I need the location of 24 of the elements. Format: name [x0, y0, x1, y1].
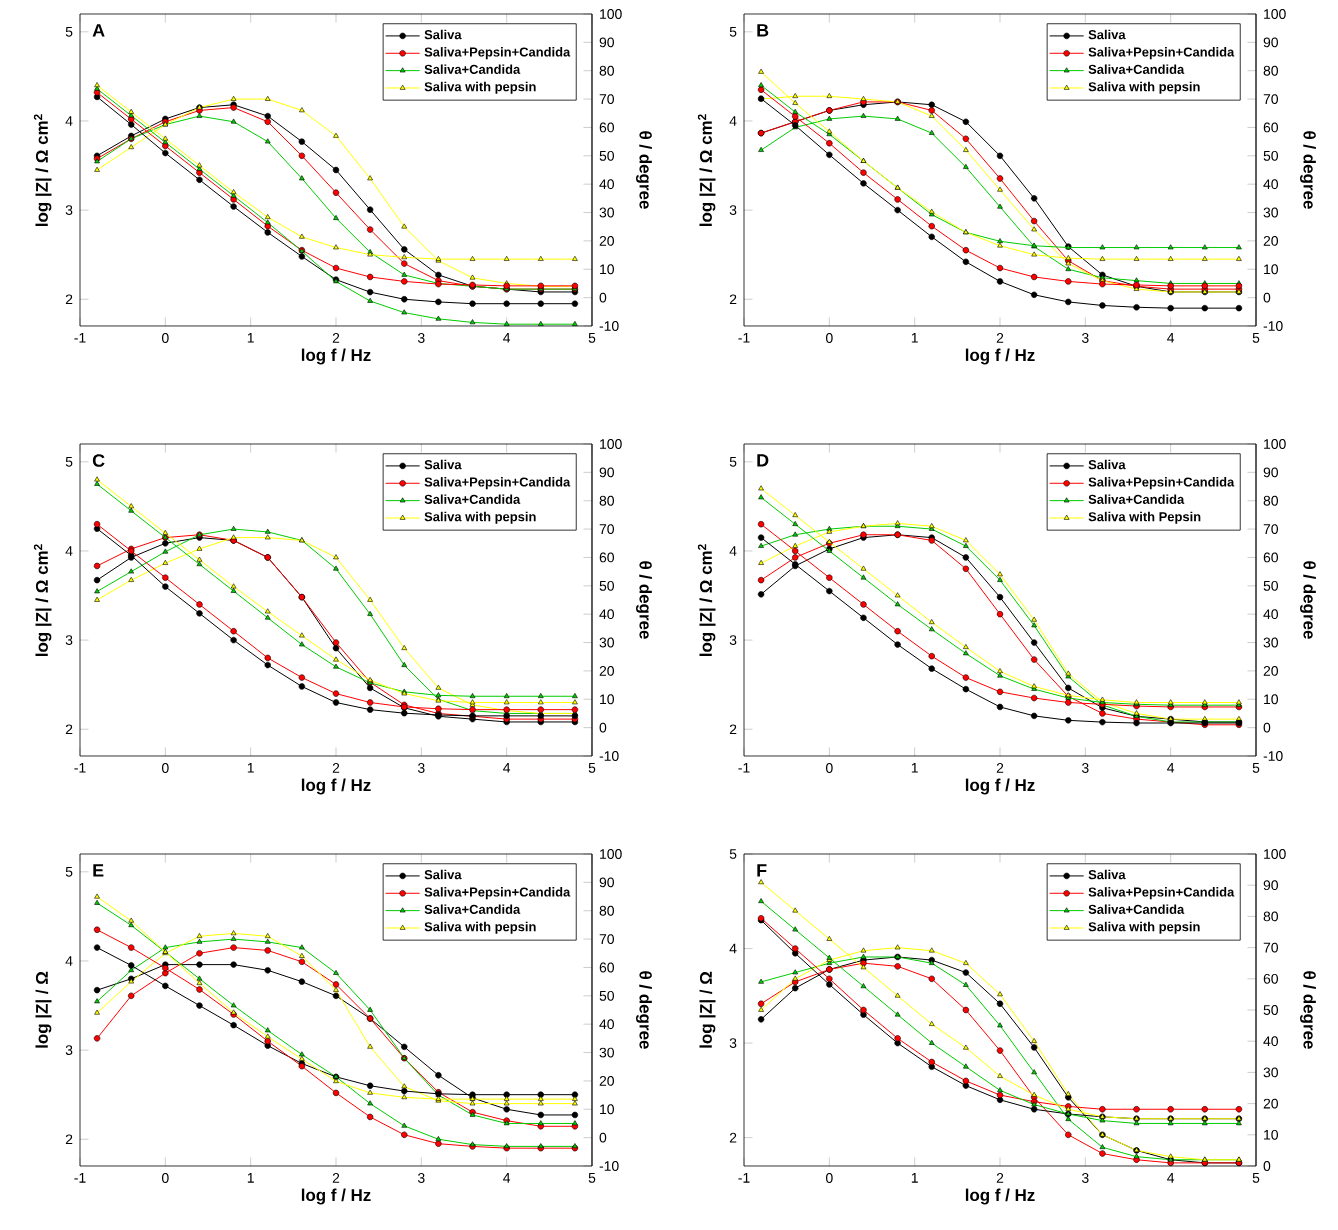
x-axis-title: log f / Hz	[301, 348, 371, 365]
y-axis-title: log |Z| / Ω	[35, 971, 52, 1048]
chart-title: A	[92, 24, 105, 37]
y-axis-title: log |Z| / Ω	[699, 971, 716, 1048]
chart-title: E	[93, 864, 104, 877]
y2-axis-title: θ / degree	[635, 131, 652, 209]
y-axis-title: log |Z| / Ω cm$^{2}$	[33, 114, 52, 226]
x-axis-title: log f / Hz	[965, 778, 1035, 795]
y-axis-title: log |Z| / Ω cm$^{2}$	[697, 114, 716, 226]
x-axis-title: log f / Hz	[965, 1188, 1035, 1205]
y-axis-title: log |Z| / Ω cm$^{2}$	[697, 544, 716, 656]
y2-axis-title: θ / degree	[1299, 131, 1316, 209]
chart-title: C	[92, 454, 105, 467]
x-axis-title: log f / Hz	[965, 348, 1035, 365]
chart-title: B	[757, 24, 769, 37]
chart-title: F	[757, 864, 767, 877]
x-axis-title: log f / Hz	[301, 778, 371, 795]
chart-title: D	[757, 454, 769, 467]
y2-axis-title: θ / degree	[635, 561, 652, 639]
y2-axis-title: θ / degree	[1299, 971, 1316, 1049]
y2-axis-title: θ / degree	[1299, 561, 1316, 639]
y-axis-title: log |Z| / Ω cm$^{2}$	[33, 544, 52, 656]
y2-axis-title: θ / degree	[635, 971, 652, 1049]
x-axis-title: log f / Hz	[301, 1188, 371, 1205]
